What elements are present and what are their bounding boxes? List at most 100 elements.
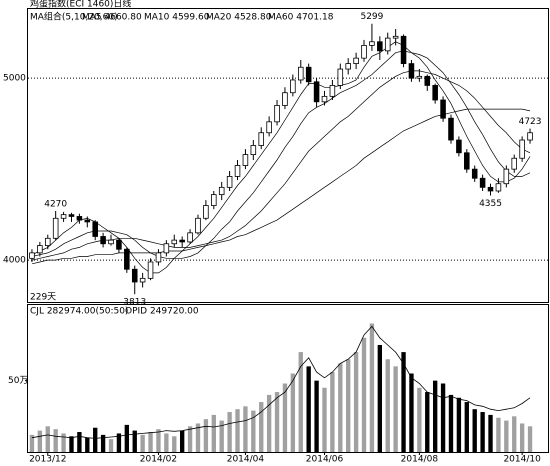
volume-bar: [472, 409, 477, 452]
volume-bar: [504, 420, 509, 452]
volume-bar: [140, 434, 145, 452]
volume-bar: [164, 433, 169, 452]
candle-body: [511, 157, 518, 170]
candle-body: [495, 183, 502, 192]
candle-body: [527, 132, 533, 141]
volume-bar: [417, 387, 422, 452]
volume-bar: [290, 373, 296, 452]
volume-bar: [456, 397, 462, 452]
volume-bar: [132, 430, 137, 452]
annotation: 4355: [479, 199, 502, 209]
candle-body: [250, 145, 257, 155]
candle-body: [440, 99, 446, 119]
legend-entry: MA60 4701.18: [268, 13, 334, 23]
candle-body: [147, 261, 154, 279]
candle-body: [258, 132, 265, 146]
volume-bar: [480, 412, 485, 452]
legend-entry: MA10 4599.60: [144, 13, 210, 23]
oi-line: [31, 325, 531, 439]
candle-body: [195, 217, 201, 234]
volume-bar: [251, 410, 256, 452]
subtitle: 229天: [30, 293, 56, 303]
legend-entry: CJL 282974.00(50:50): [30, 307, 128, 317]
ma-line: [31, 108, 531, 265]
candle-body: [424, 75, 431, 86]
candle-body: [124, 248, 130, 270]
candle-body: [416, 75, 423, 79]
candle-body: [100, 236, 106, 245]
volume-bar: [464, 402, 469, 452]
candle-body: [76, 216, 83, 221]
volume-bar: [53, 429, 58, 452]
candle-body: [84, 219, 91, 223]
candle-body: [282, 92, 288, 106]
candle-body: [321, 95, 328, 103]
volume-bar: [369, 323, 375, 452]
volume-bar: [409, 373, 414, 452]
candle-body: [456, 139, 462, 154]
candle-body: [187, 232, 193, 243]
candle-body: [479, 177, 486, 188]
x-tick-label: 2013/12: [29, 455, 66, 465]
candle-body: [487, 186, 494, 192]
candle-body: [44, 237, 51, 246]
candle-body: [163, 243, 170, 254]
volume-bar: [77, 432, 82, 452]
y-tick-label: 4000: [3, 256, 26, 266]
candle-body: [68, 214, 75, 217]
volume-bar: [69, 436, 74, 452]
volume-bar: [488, 414, 493, 452]
volume-bar: [440, 383, 446, 452]
volume-bar: [282, 383, 288, 452]
volume-bar: [108, 439, 114, 452]
candle-body: [226, 176, 233, 188]
volume-bar: [432, 380, 438, 452]
volume-frame: [27, 304, 549, 453]
candle-body: [503, 168, 510, 185]
volume-bar: [156, 429, 161, 452]
volume-bar: [385, 359, 390, 452]
candle-body: [448, 117, 454, 141]
x-tick-label: 2014/06: [306, 455, 344, 465]
volume-bar: [211, 414, 216, 452]
y-tick-label: 5000: [3, 74, 26, 84]
x-tick-label: 2014/02: [140, 455, 177, 465]
candle-body: [274, 105, 280, 123]
candle-body: [384, 37, 391, 52]
volume-bar: [401, 352, 406, 452]
volume-bar: [179, 430, 185, 452]
volume-bar: [227, 412, 232, 452]
volume-bar: [266, 394, 272, 452]
volume-bar: [322, 387, 327, 452]
volume-bar: [29, 434, 35, 452]
x-tick-label: 2014/08: [401, 455, 439, 465]
candle-body: [60, 214, 67, 219]
volume-bar: [85, 437, 90, 452]
volume-bar: [100, 434, 106, 452]
y-tick-label: 50万: [8, 376, 28, 386]
volume-bar: [314, 380, 319, 452]
candle-body: [329, 85, 336, 97]
candle-body: [242, 154, 249, 166]
candle-body: [432, 85, 438, 101]
candle-body: [131, 268, 138, 283]
volume-bar: [377, 344, 383, 452]
volume-bar: [519, 423, 525, 452]
candle-body: [211, 194, 217, 206]
volume-bar: [338, 363, 343, 452]
candle-body: [155, 252, 162, 263]
ma-line: [31, 50, 531, 259]
volume-bar: [148, 432, 153, 452]
volume-bar: [274, 392, 280, 452]
candle-body: [377, 41, 383, 52]
volume-bar: [425, 392, 430, 452]
volume-bar: [259, 402, 264, 452]
candle-body: [108, 239, 114, 245]
candle-body: [92, 221, 98, 237]
price-frame: [27, 8, 549, 303]
candle-body: [37, 245, 43, 254]
candle-body: [139, 277, 146, 283]
candle-body: [179, 239, 185, 243]
candle-body: [353, 57, 359, 64]
